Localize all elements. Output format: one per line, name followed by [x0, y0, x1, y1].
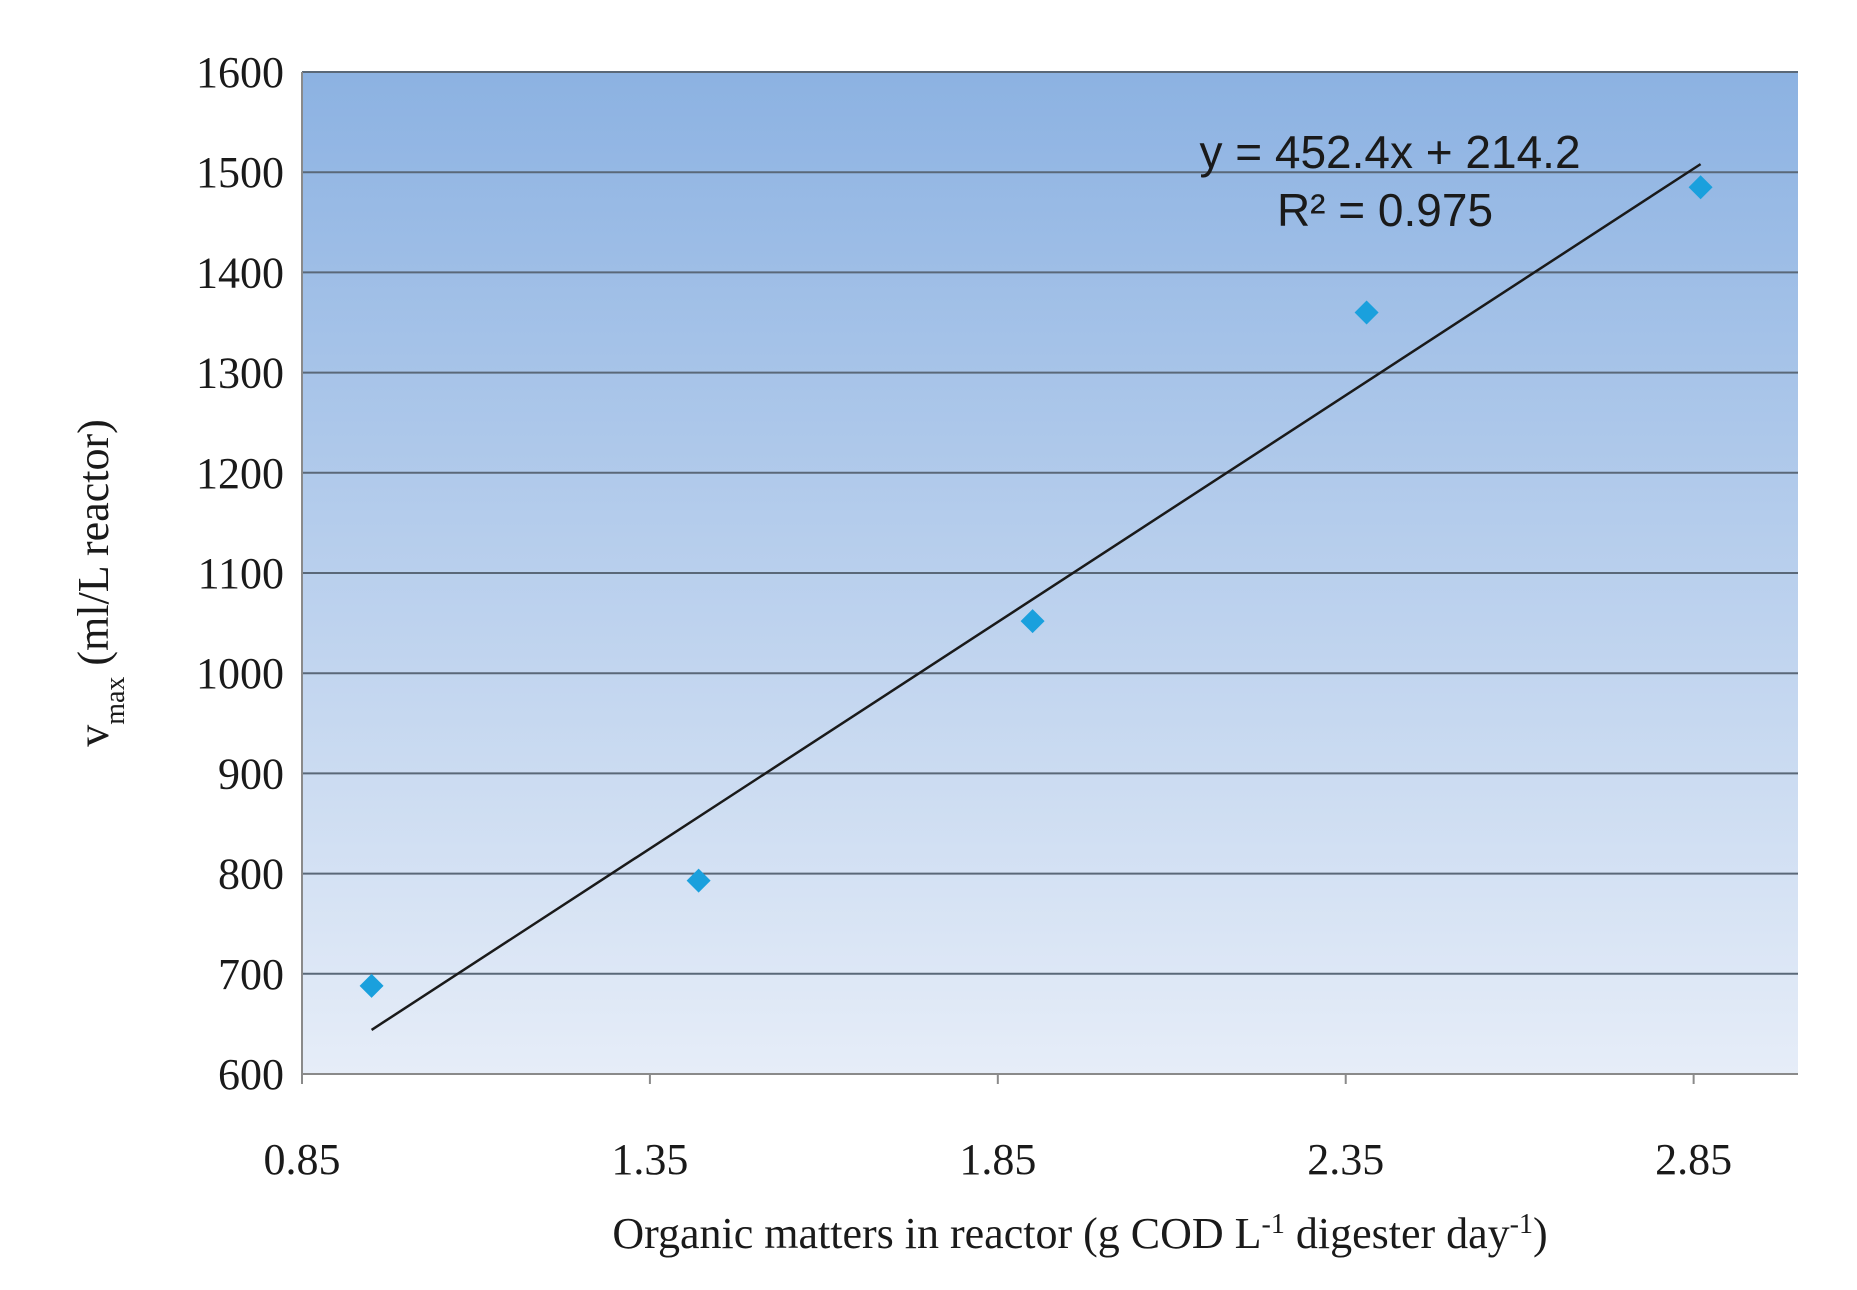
- x-tick-label: 2.85: [1655, 1135, 1732, 1184]
- x-tick-label: 1.85: [959, 1135, 1036, 1184]
- x-tick-label: 2.35: [1307, 1135, 1384, 1184]
- x-axis-title: Organic matters in reactor (g COD L-1 di…: [612, 1209, 1547, 1259]
- y-tick-label: 1300: [196, 349, 284, 398]
- data-point: [1688, 175, 1713, 200]
- data-point: [1020, 609, 1045, 634]
- y-axis-title-sub: max: [100, 677, 131, 725]
- data-point: [1354, 300, 1379, 325]
- x-axis-title-sup2: -1: [1510, 1209, 1533, 1240]
- y-axis-title-rest: (ml/L reactor): [69, 419, 118, 676]
- x-axis-title-main: Organic matters in reactor (g COD L: [612, 1209, 1261, 1258]
- data-point: [359, 973, 384, 998]
- y-tick-label: 600: [218, 1050, 284, 1099]
- x-axis-title-end: ): [1533, 1209, 1548, 1258]
- trendline-equation: y = 452.4x + 214.2: [1199, 126, 1580, 178]
- y-tick-label: 1400: [196, 248, 284, 297]
- x-tick-label: 0.85: [264, 1135, 341, 1184]
- y-axis-title-main: v: [69, 725, 118, 747]
- x-tick-label: 1.35: [611, 1135, 688, 1184]
- y-tick-label: 900: [218, 749, 284, 798]
- y-tick-label: 800: [218, 850, 284, 899]
- y-axis-title: vmax (ml/L reactor): [69, 419, 131, 747]
- trendline-r-squared: R² = 0.975: [1277, 184, 1493, 236]
- x-axis-title-mid: digester day: [1285, 1209, 1510, 1258]
- y-tick-label: 700: [218, 950, 284, 999]
- y-tick-label: 1000: [196, 649, 284, 698]
- data-point: [686, 868, 711, 893]
- y-tick-label: 1100: [198, 549, 284, 598]
- x-axis-title-sup1: -1: [1262, 1209, 1285, 1240]
- y-tick-label: 1500: [196, 148, 284, 197]
- y-tick-label: 1600: [196, 48, 284, 97]
- trend-line: [370, 163, 1702, 1031]
- y-tick-label: 1200: [196, 449, 284, 498]
